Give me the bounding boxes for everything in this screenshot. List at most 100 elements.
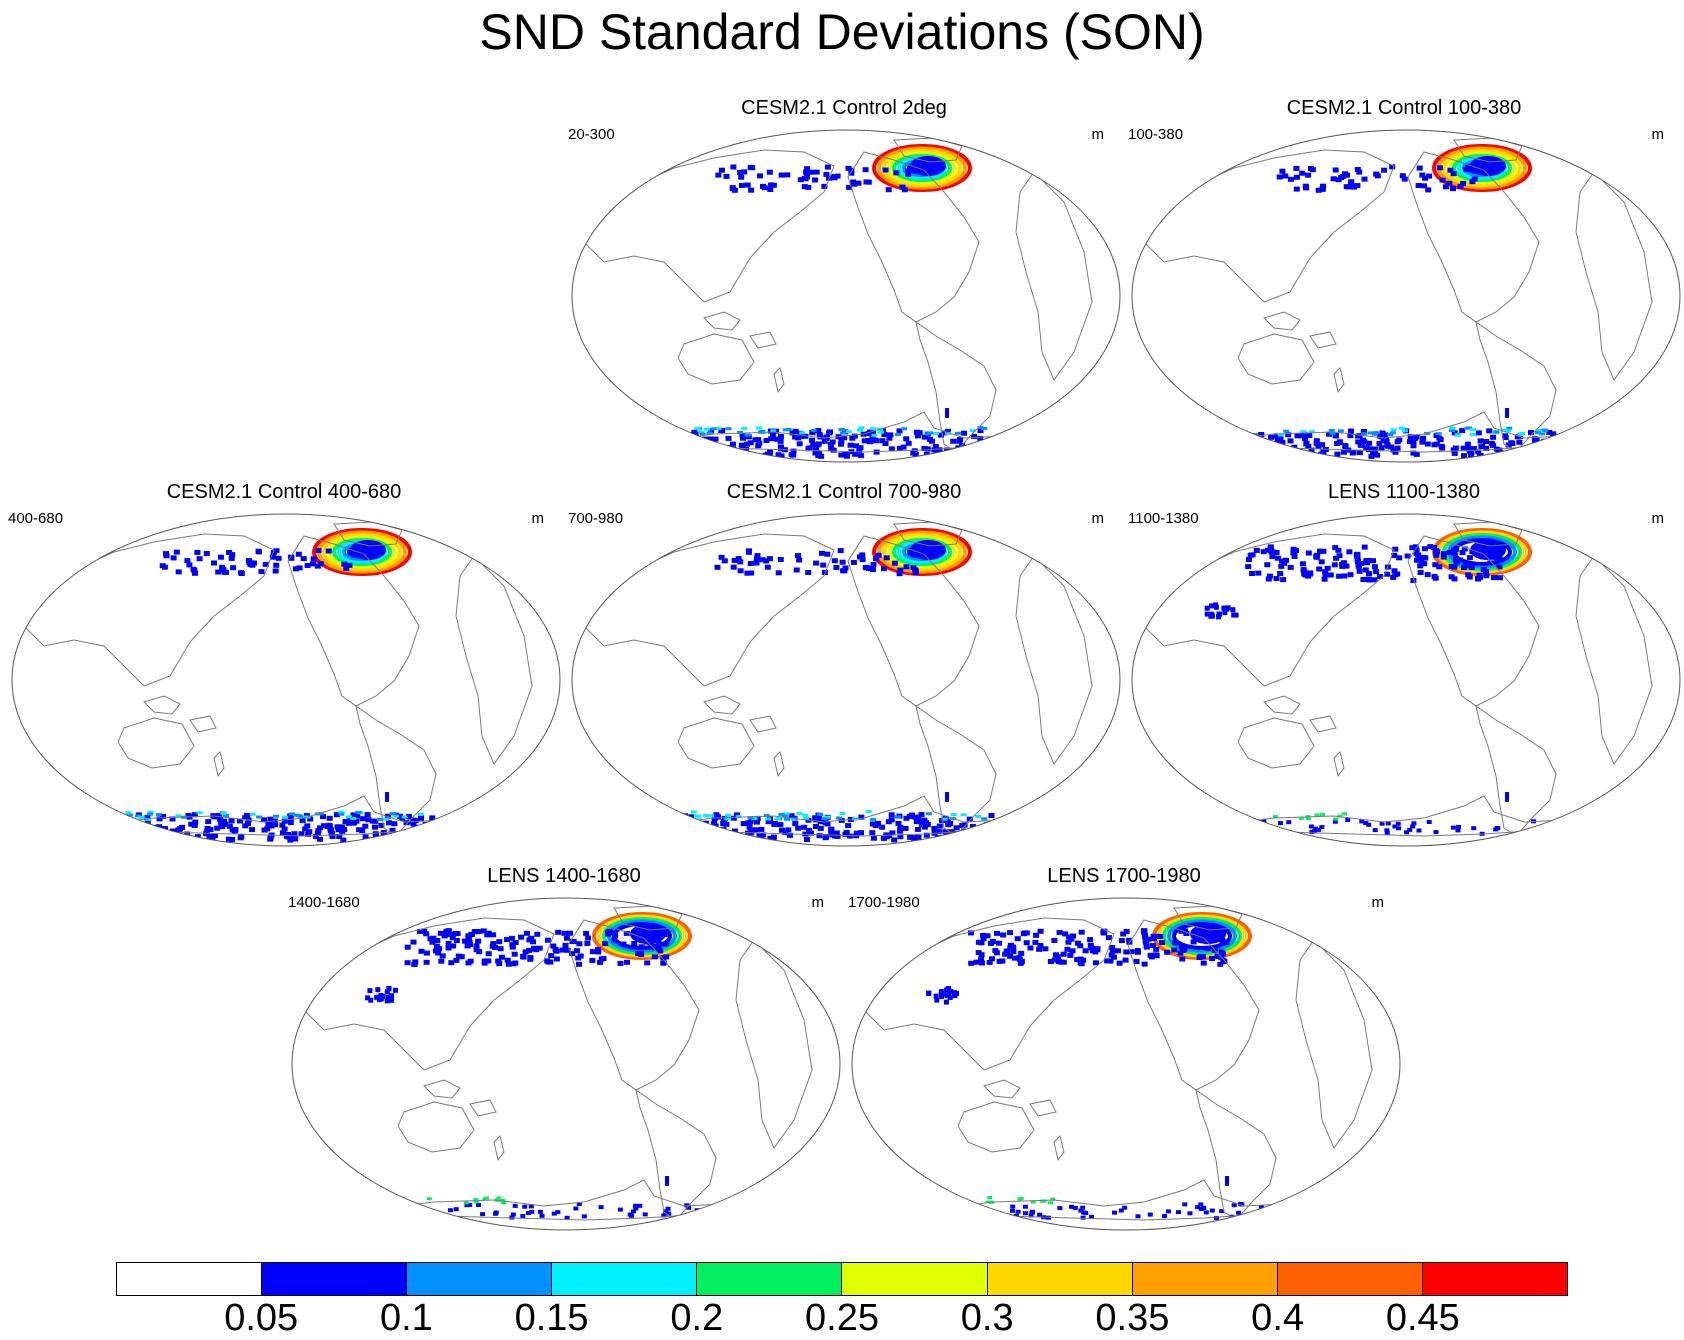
coastline	[469, 1099, 497, 1117]
panel-left-string: 1400-1680	[288, 894, 360, 911]
coastline	[1195, 1088, 1277, 1221]
world-map	[1131, 513, 1681, 847]
map-panel: CESM2.1 Control 100-380 100-380 m	[1124, 96, 1684, 471]
panel-title: CESM2.1 Control 400-680	[166, 481, 402, 503]
coastline	[1029, 1099, 1057, 1117]
coastline	[213, 751, 225, 778]
panel-title: LENS 1700-1980	[1047, 865, 1201, 887]
coastline	[847, 535, 980, 707]
coastline	[773, 367, 785, 394]
panel-left-string: 1100-1380	[1128, 510, 1199, 527]
coastline	[1407, 535, 1540, 707]
coastline	[143, 695, 181, 715]
world-map	[291, 897, 841, 1231]
map-panel: LENS 1400-1680 1400-1680 m	[284, 864, 844, 1239]
coastline	[1143, 533, 1395, 687]
coastline	[583, 533, 835, 687]
coastline	[749, 715, 777, 733]
colorbar-tick-label: 0.45	[1385, 1297, 1460, 1339]
coastline	[397, 1101, 475, 1153]
coastline	[677, 717, 755, 769]
coastline	[1295, 939, 1373, 1150]
panel-title: CESM2.1 Control 100-380	[1286, 97, 1522, 119]
map-border	[1131, 129, 1681, 463]
coastline	[1333, 751, 1345, 778]
colorbar-swatch	[117, 1263, 262, 1295]
map-panel: CESM2.1 Control 700-980 700-980 m	[564, 480, 1124, 855]
colorbar-swatch	[261, 1263, 407, 1295]
panel-units: m	[1091, 510, 1105, 527]
colorbar	[116, 1262, 1568, 1296]
coastline	[189, 715, 217, 733]
map-border	[1131, 513, 1681, 847]
coastline	[1309, 715, 1337, 733]
coastline	[635, 1088, 717, 1221]
colorbar-swatch	[1421, 1263, 1567, 1295]
coastline	[749, 331, 777, 349]
colorbar-swatch	[1276, 1263, 1422, 1295]
coastline	[983, 1079, 1021, 1099]
colorbar-tick-label: 0.4	[1251, 1297, 1305, 1339]
colorbar-swatch	[986, 1263, 1132, 1295]
colorbar-swatch	[841, 1263, 987, 1295]
coastline	[1053, 1135, 1065, 1162]
map-panel: CESM2.1 Control 400-680 400-680 m	[4, 480, 564, 855]
panel-units: m	[531, 510, 545, 527]
coastline	[1475, 320, 1557, 453]
coastline	[1333, 367, 1345, 394]
coastline	[1475, 704, 1557, 837]
coastline	[677, 333, 755, 385]
panel-units: m	[1091, 126, 1105, 143]
coastline	[287, 535, 420, 707]
colorbar-tick-label: 0.05	[224, 1297, 299, 1339]
map-border	[291, 897, 841, 1231]
coastline	[423, 1079, 461, 1099]
coastline	[383, 1179, 725, 1221]
world-map	[851, 897, 1401, 1231]
colorbar-swatch	[696, 1263, 842, 1295]
map-border	[11, 513, 561, 847]
map-border	[851, 897, 1401, 1231]
colorbar-swatch	[551, 1263, 697, 1295]
figure-title: SND Standard Deviations (SON)	[479, 4, 1205, 60]
panel-title: CESM2.1 Control 2deg	[741, 97, 947, 119]
colorbar-tick-label: 0.15	[514, 1297, 589, 1339]
map-panel: LENS 1100-1380 1100-1380 m	[1124, 480, 1684, 855]
panel-left-string: 100-380	[1128, 126, 1184, 143]
panel-left-string: 400-680	[8, 510, 64, 527]
panel-units: m	[811, 894, 825, 911]
coastline	[1223, 795, 1565, 837]
coastline	[455, 555, 533, 766]
coastline	[703, 695, 741, 715]
coastline	[1143, 149, 1395, 303]
panel-title: CESM2.1 Control 700-980	[726, 481, 962, 503]
colorbar-swatch	[1131, 1263, 1277, 1295]
world-map	[571, 129, 1121, 463]
coastline	[1237, 333, 1315, 385]
coastline	[303, 917, 555, 1071]
coastline	[23, 533, 275, 687]
colorbar-tick-label: 0.2	[670, 1297, 724, 1339]
coastline	[915, 704, 997, 837]
map-border	[571, 129, 1121, 463]
coastline	[1575, 171, 1653, 382]
colorbar-tick-label: 0.1	[379, 1297, 433, 1339]
coastline	[957, 1101, 1035, 1153]
coastline	[943, 1179, 1285, 1221]
coastline	[567, 919, 700, 1091]
coastline	[583, 149, 835, 303]
panel-left-string: 1700-1980	[848, 894, 920, 911]
panel-left-string: 20-300	[568, 126, 615, 143]
coastline	[1407, 151, 1540, 323]
colorbar-tick-label: 0.25	[805, 1297, 879, 1339]
coastline	[735, 939, 813, 1150]
coastline	[493, 1135, 505, 1162]
world-map	[571, 513, 1121, 847]
colorbar-tick-label: 0.3	[960, 1297, 1014, 1339]
coastline	[915, 320, 997, 453]
coastline	[1309, 331, 1337, 349]
coastline	[1015, 555, 1093, 766]
coastline	[355, 704, 437, 837]
coastline	[847, 151, 980, 323]
coastline	[863, 917, 1115, 1071]
